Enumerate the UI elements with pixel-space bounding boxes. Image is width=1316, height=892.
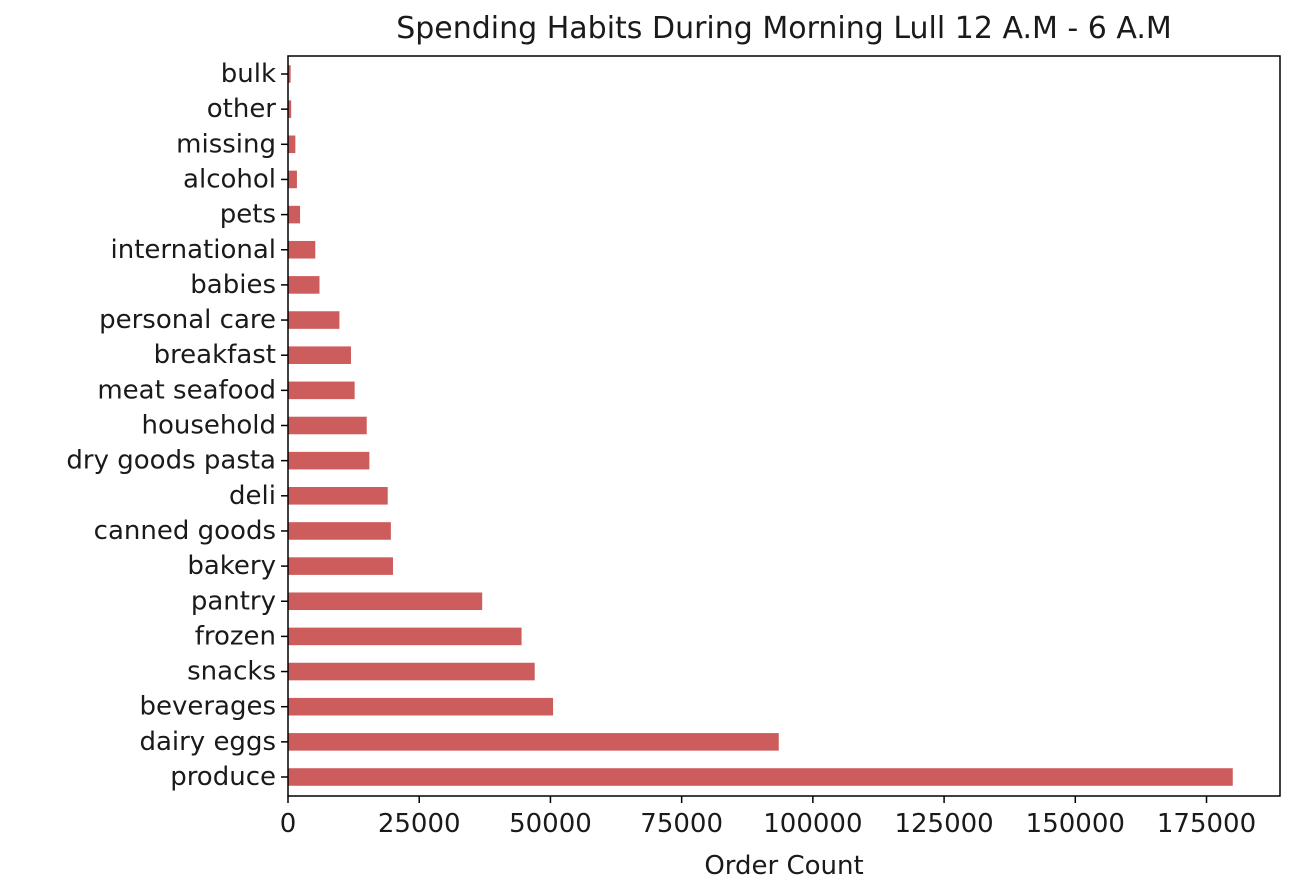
bar-other	[288, 100, 292, 118]
x-axis: 0 25000 50000 75000 100000 125000 150000 175000	[280, 796, 1256, 839]
chart-title: Spending Habits During Morning Lull 12 A…	[396, 11, 1172, 46]
bar-beverages	[288, 697, 554, 716]
bar-dairy-eggs	[288, 733, 779, 751]
y-tick-label: frozen	[195, 621, 276, 651]
bar-personal-care	[288, 311, 340, 329]
y-tick-label: household	[141, 411, 276, 441]
y-tick-label: pets	[220, 200, 276, 230]
y-tick-label: other	[207, 94, 277, 124]
y-tick-label: snacks	[187, 657, 276, 687]
y-tick-label: meat seafood	[97, 375, 276, 405]
bar-household	[288, 416, 367, 435]
x-tick-label: 0	[280, 809, 297, 839]
bar-breakfast	[288, 346, 351, 364]
y-tick-label: beverages	[139, 692, 276, 722]
y-tick-label: alcohol	[183, 164, 276, 194]
bar-international	[288, 240, 316, 259]
y-tick-label: babies	[190, 270, 276, 300]
y-tick-label: pantry	[191, 586, 276, 616]
y-tick-label: international	[111, 235, 277, 265]
bar-pets	[288, 205, 301, 224]
y-tick-label: dairy eggs	[139, 727, 276, 757]
bar-babies	[288, 276, 320, 294]
y-tick-label: bakery	[187, 551, 276, 581]
y-tick-label: bulk	[221, 59, 276, 89]
bar-deli	[288, 487, 388, 505]
bar-bulk	[288, 65, 291, 83]
x-tick-label: 150000	[1026, 809, 1125, 839]
bar-frozen	[288, 627, 522, 646]
bar-meat-seafood	[288, 381, 355, 400]
bars-group	[288, 65, 1233, 786]
x-tick-label: 25000	[378, 809, 461, 839]
x-tick-label: 50000	[509, 809, 592, 839]
y-tick-label: produce	[170, 762, 276, 792]
bar-produce	[288, 768, 1233, 786]
bar-pantry	[288, 592, 483, 611]
y-tick-label: personal care	[99, 305, 276, 335]
x-axis-label: Order Count	[704, 851, 863, 881]
y-tick-label: breakfast	[154, 340, 276, 370]
bar-snacks	[288, 662, 535, 681]
bar-canned-goods	[288, 522, 391, 540]
y-tick-label: deli	[229, 481, 276, 511]
plot-frame	[287, 55, 1281, 797]
y-axis: produce dairy eggs beverages snacks frozen pa…	[66, 59, 288, 792]
bar-missing	[288, 135, 296, 154]
bar-dry-goods-pasta	[288, 451, 370, 470]
y-tick-label: canned goods	[94, 516, 276, 546]
x-tick-label: 75000	[640, 809, 723, 839]
bar-bakery	[288, 557, 393, 575]
y-tick-label: missing	[176, 129, 276, 159]
x-tick-label: 100000	[763, 809, 862, 839]
y-tick-label: dry goods pasta	[66, 446, 276, 476]
x-tick-label: 125000	[894, 809, 993, 839]
bar-alcohol	[288, 170, 297, 189]
x-tick-label: 175000	[1157, 809, 1256, 839]
